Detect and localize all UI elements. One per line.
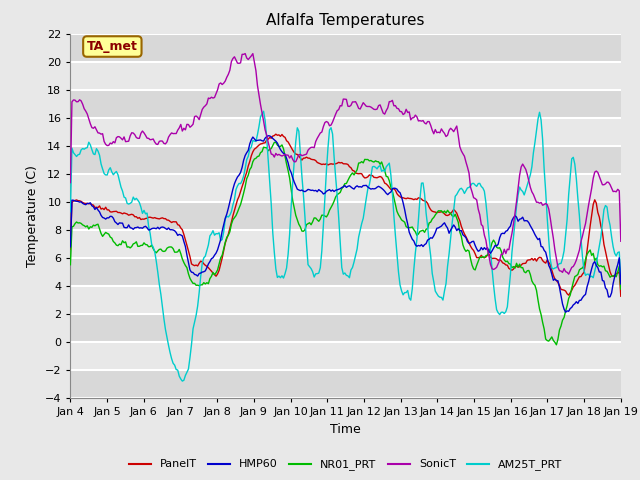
Line: PanelT: PanelT — [70, 134, 621, 296]
Bar — [70, 174, 621, 202]
Bar — [70, 118, 621, 146]
NR01_PRT — [258, 149, 266, 155]
AM25T_PRT — [179, 378, 186, 384]
SonicT — [617, 239, 625, 244]
X-axis label: Time: Time — [330, 423, 361, 436]
Bar — [70, 146, 621, 174]
SonicT — [308, 144, 316, 150]
Line: SonicT: SonicT — [70, 54, 621, 274]
NR01_PRT — [249, 159, 257, 165]
SonicT — [67, 180, 74, 185]
PanelT — [249, 149, 257, 155]
HMP60 — [308, 187, 316, 193]
Bar — [70, 371, 621, 398]
NR01_PRT — [589, 251, 597, 256]
SonicT — [134, 135, 141, 141]
SonicT — [565, 271, 573, 277]
PanelT — [230, 207, 238, 213]
AM25T_PRT — [261, 118, 269, 123]
NR01_PRT — [67, 262, 74, 268]
NR01_PRT — [617, 286, 625, 292]
AM25T_PRT — [589, 275, 597, 281]
SonicT — [230, 54, 238, 60]
HMP60 — [230, 181, 238, 187]
HMP60 — [249, 134, 257, 140]
Line: AM25T_PRT: AM25T_PRT — [70, 111, 621, 381]
PanelT — [588, 212, 595, 218]
Bar — [70, 202, 621, 230]
PanelT — [134, 216, 141, 221]
PanelT — [258, 141, 266, 146]
Bar — [70, 230, 621, 258]
Line: NR01_PRT: NR01_PRT — [70, 142, 621, 345]
SonicT — [241, 51, 249, 57]
Y-axis label: Temperature (C): Temperature (C) — [26, 165, 39, 267]
PanelT — [67, 246, 74, 252]
Bar — [70, 314, 621, 342]
Bar — [70, 34, 621, 61]
PanelT — [308, 156, 316, 162]
Bar — [70, 90, 621, 118]
AM25T_PRT — [232, 187, 240, 192]
Legend: PanelT, HMP60, NR01_PRT, SonicT, AM25T_PRT: PanelT, HMP60, NR01_PRT, SonicT, AM25T_P… — [125, 455, 566, 475]
SonicT — [250, 59, 258, 65]
HMP60 — [134, 224, 141, 230]
SonicT — [260, 118, 268, 124]
NR01_PRT — [552, 342, 560, 348]
AM25T_PRT — [134, 197, 141, 203]
HMP60 — [258, 138, 266, 144]
HMP60 — [67, 244, 74, 250]
AM25T_PRT — [617, 277, 625, 283]
Bar — [70, 342, 621, 371]
NR01_PRT — [230, 215, 238, 221]
AM25T_PRT — [260, 108, 268, 114]
HMP60 — [264, 133, 272, 139]
AM25T_PRT — [67, 209, 74, 215]
AM25T_PRT — [310, 274, 318, 280]
Title: Alfalfa Temperatures: Alfalfa Temperatures — [266, 13, 425, 28]
HMP60 — [617, 281, 625, 287]
SonicT — [589, 176, 597, 181]
Bar — [70, 286, 621, 314]
AM25T_PRT — [250, 138, 258, 144]
PanelT — [272, 132, 280, 137]
HMP60 — [562, 309, 570, 315]
HMP60 — [589, 261, 597, 266]
NR01_PRT — [134, 243, 141, 249]
PanelT — [617, 293, 625, 299]
Bar — [70, 61, 621, 90]
NR01_PRT — [308, 219, 316, 225]
Bar — [70, 258, 621, 286]
Line: HMP60: HMP60 — [70, 136, 621, 312]
Text: TA_met: TA_met — [87, 40, 138, 53]
NR01_PRT — [272, 139, 280, 145]
